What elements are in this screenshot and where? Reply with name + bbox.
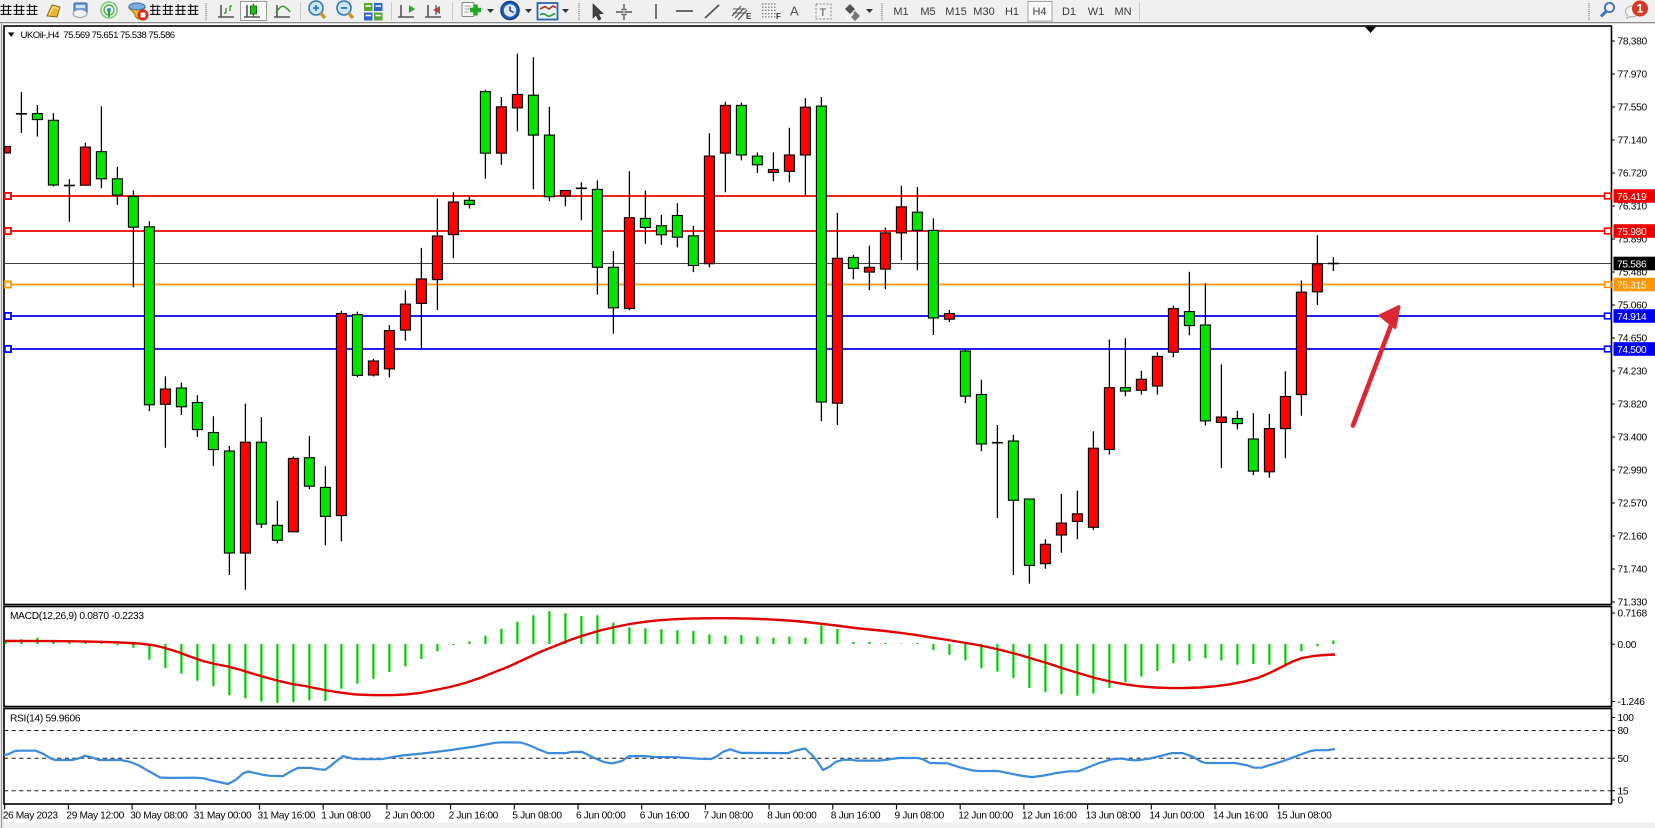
svg-text:7 Jun 08:00: 7 Jun 08:00: [703, 811, 753, 822]
svg-text:M15: M15: [945, 6, 966, 18]
svg-text:0.00: 0.00: [1618, 640, 1637, 651]
svg-text:71.740: 71.740: [1618, 565, 1648, 576]
svg-text:12 Jun 00:00: 12 Jun 00:00: [958, 811, 1013, 822]
svg-text:76.419: 76.419: [1617, 192, 1647, 203]
svg-text:75.060: 75.060: [1618, 301, 1648, 312]
svg-text:73.400: 73.400: [1618, 433, 1648, 444]
svg-text:30 May 08:00: 30 May 08:00: [130, 811, 188, 822]
svg-text:75.586: 75.586: [1617, 259, 1647, 270]
svg-text:50: 50: [1618, 754, 1629, 765]
svg-text:MACD(12,26,9) 0.0870 -0.2233: MACD(12,26,9) 0.0870 -0.2233: [10, 611, 144, 622]
svg-text:MN: MN: [1114, 6, 1131, 18]
svg-text:72.570: 72.570: [1618, 499, 1648, 510]
svg-text:75.315: 75.315: [1617, 280, 1647, 291]
svg-text:75.480: 75.480: [1618, 268, 1648, 279]
svg-text:M1: M1: [893, 6, 908, 18]
svg-text:76.720: 76.720: [1618, 169, 1648, 180]
svg-text:8 Jun 16:00: 8 Jun 16:00: [831, 811, 881, 822]
svg-text:75.980: 75.980: [1617, 227, 1647, 238]
svg-text:6 Jun 00:00: 6 Jun 00:00: [576, 811, 626, 822]
svg-text:-1.246: -1.246: [1618, 697, 1646, 708]
svg-text:80: 80: [1618, 726, 1629, 737]
svg-text:0: 0: [1618, 796, 1624, 807]
svg-text:5 Jun 08:00: 5 Jun 08:00: [512, 811, 562, 822]
svg-text:72.990: 72.990: [1618, 466, 1648, 477]
svg-text:M5: M5: [920, 6, 935, 18]
svg-text:A: A: [790, 4, 799, 19]
svg-text:74.914: 74.914: [1617, 312, 1647, 323]
svg-text:31 May 00:00: 31 May 00:00: [194, 811, 252, 822]
svg-text:15: 15: [1618, 786, 1629, 797]
svg-text:73.820: 73.820: [1618, 400, 1648, 411]
svg-text:77.970: 77.970: [1618, 70, 1648, 81]
svg-text:1: 1: [1637, 2, 1644, 16]
svg-text:2 Jun 16:00: 2 Jun 16:00: [449, 811, 499, 822]
svg-text:31 May 16:00: 31 May 16:00: [258, 811, 316, 822]
svg-text:71.330: 71.330: [1618, 598, 1648, 609]
svg-text:77.550: 77.550: [1618, 103, 1648, 114]
svg-text:UKOil-,H4 75.569 75.651 75.53: UKOil-,H4 75.569 75.651 75.538 75.586: [21, 30, 175, 41]
svg-text:15 Jun 08:00: 15 Jun 08:00: [1277, 811, 1332, 822]
svg-text:D1: D1: [1062, 6, 1076, 18]
svg-text:RSI(14) 59.9606: RSI(14) 59.9606: [10, 714, 81, 725]
svg-text:13 Jun 08:00: 13 Jun 08:00: [1086, 811, 1141, 822]
svg-text:14 Jun 16:00: 14 Jun 16:00: [1213, 811, 1268, 822]
svg-text:0.7168: 0.7168: [1618, 609, 1648, 620]
svg-text:1 Jun 08:00: 1 Jun 08:00: [321, 811, 371, 822]
svg-text:E: E: [746, 12, 752, 21]
svg-text:6 Jun 16:00: 6 Jun 16:00: [640, 811, 690, 822]
svg-text:74.230: 74.230: [1618, 367, 1648, 378]
svg-text:76.310: 76.310: [1618, 202, 1648, 213]
svg-text:100: 100: [1618, 713, 1635, 724]
svg-text:74.500: 74.500: [1617, 345, 1647, 356]
svg-text:H1: H1: [1005, 6, 1019, 18]
svg-text:74.650: 74.650: [1618, 334, 1648, 345]
svg-text:29 May 12:00: 29 May 12:00: [66, 811, 124, 822]
svg-text:H4: H4: [1032, 6, 1046, 18]
svg-text:75.890: 75.890: [1618, 235, 1648, 246]
svg-text:14 Jun 00:00: 14 Jun 00:00: [1149, 811, 1204, 822]
svg-text:M30: M30: [973, 6, 994, 18]
svg-text:26 May 2023: 26 May 2023: [3, 811, 59, 822]
svg-text:8 Jun 00:00: 8 Jun 00:00: [767, 811, 817, 822]
svg-text:T: T: [820, 7, 827, 19]
svg-text:9 Jun 08:00: 9 Jun 08:00: [895, 811, 945, 822]
svg-text:12 Jun 16:00: 12 Jun 16:00: [1022, 811, 1077, 822]
svg-text:77.140: 77.140: [1618, 136, 1648, 147]
svg-text:72.160: 72.160: [1618, 532, 1648, 543]
svg-text:2 Jun 00:00: 2 Jun 00:00: [385, 811, 435, 822]
svg-text:W1: W1: [1088, 6, 1105, 18]
svg-text:78.380: 78.380: [1618, 37, 1648, 48]
svg-text:F: F: [776, 12, 781, 21]
